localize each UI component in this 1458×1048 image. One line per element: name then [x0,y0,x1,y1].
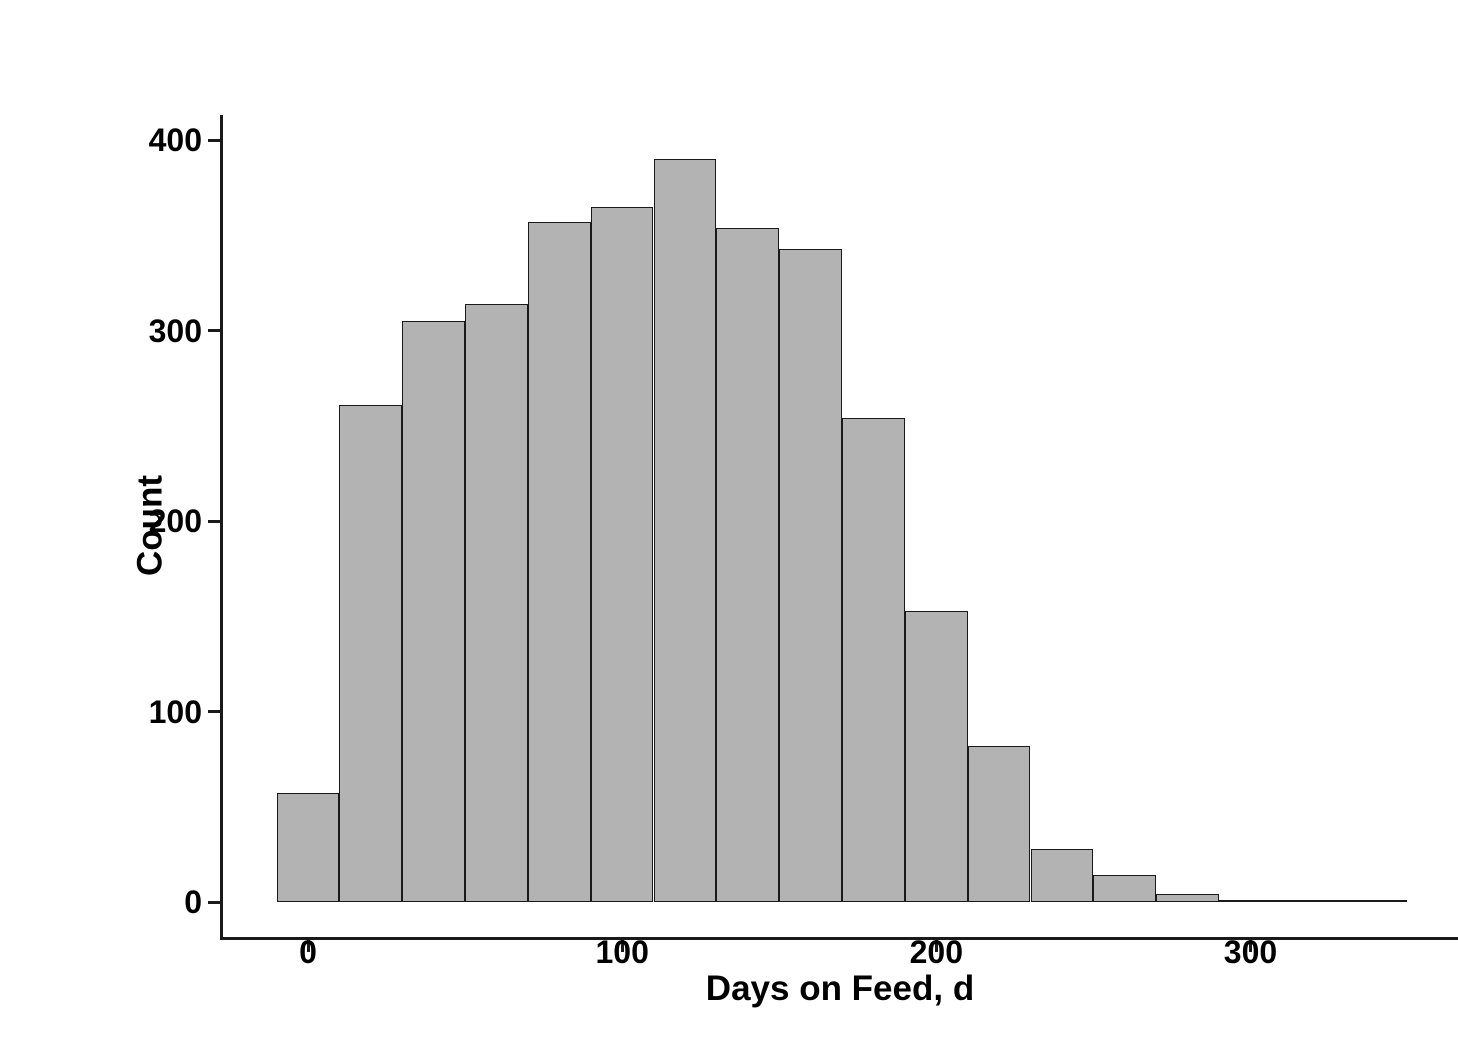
x-tick-label: 0 [299,934,317,970]
x-tick-mark [1249,939,1252,952]
histogram-bar [1281,900,1345,903]
histogram-bar [904,610,968,902]
histogram-bar [716,227,780,902]
histogram-bar [276,793,340,902]
x-tick-label: 100 [595,934,649,970]
x-tick-mark [620,939,624,952]
histogram-bar [339,404,403,902]
histogram-bar [1030,848,1094,902]
y-tick-label: 300 [148,312,202,349]
x-tick-label: 200 [909,934,963,970]
histogram-bar [527,221,591,902]
y-tick-mark [208,519,220,523]
histogram-bar [653,159,717,902]
histogram-bar [779,248,842,902]
histogram-bar [1219,900,1282,903]
y-tick-label: 100 [148,693,202,730]
histogram-bar [967,745,1031,902]
y-tick-mark [208,710,220,713]
histogram-bar [1093,875,1157,902]
histogram-bar [590,206,654,902]
x-tick-mark [306,939,310,952]
histogram-bar [842,418,905,902]
x-tick-label: 300 [1223,934,1278,970]
histogram-bar [402,321,465,902]
y-tick-mark [208,138,220,142]
x-axis-line [220,936,1458,940]
y-tick-mark [208,329,220,332]
y-tick-label: 400 [148,122,202,158]
x-axis-title: Days on Feed, d [705,969,975,1008]
histogram-bar [465,303,528,902]
y-tick-label: 0 [184,884,202,920]
y-axis-line [220,115,223,939]
histogram-bar [1344,900,1408,903]
histogram-bar [1156,894,1219,902]
x-tick-mark [934,939,938,952]
y-tick-mark [208,900,220,904]
y-tick-label: 200 [148,503,202,539]
